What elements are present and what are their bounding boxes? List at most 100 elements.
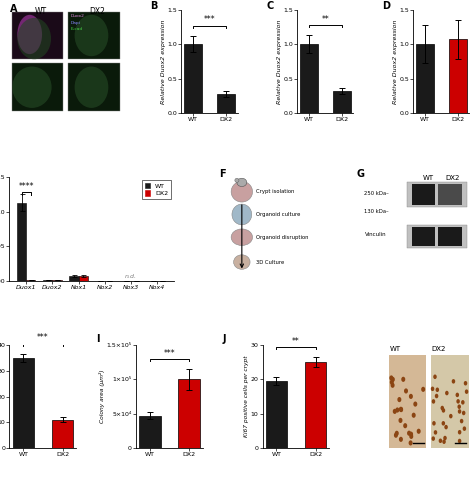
Circle shape	[404, 388, 408, 393]
Circle shape	[458, 409, 461, 414]
Bar	[416, 44, 434, 113]
Text: Crypt isolation: Crypt isolation	[256, 189, 294, 194]
Bar	[184, 44, 202, 113]
Ellipse shape	[18, 18, 51, 59]
Bar	[68, 12, 119, 59]
Text: **: **	[321, 15, 329, 24]
Bar	[12, 64, 64, 111]
Circle shape	[433, 375, 437, 379]
Bar	[389, 355, 426, 448]
Circle shape	[394, 433, 398, 438]
Ellipse shape	[234, 255, 250, 269]
Text: E-cad: E-cad	[70, 27, 82, 31]
Text: DX2: DX2	[89, 7, 105, 15]
Text: C: C	[266, 1, 273, 12]
Circle shape	[431, 387, 434, 391]
Text: Vinculin: Vinculin	[365, 232, 386, 237]
Circle shape	[443, 436, 447, 441]
Bar	[411, 227, 435, 245]
Y-axis label: Relative Duox2 expression: Relative Duox2 expression	[393, 19, 398, 104]
Bar	[407, 225, 467, 248]
Text: J: J	[222, 335, 226, 345]
Bar	[139, 416, 161, 448]
Circle shape	[403, 423, 407, 428]
Bar	[431, 355, 469, 448]
Bar	[411, 185, 435, 205]
Circle shape	[421, 387, 425, 392]
Bar	[305, 362, 326, 448]
Text: ***: ***	[164, 348, 175, 358]
Circle shape	[399, 437, 403, 442]
Circle shape	[399, 418, 402, 423]
Bar	[407, 182, 467, 207]
Bar	[438, 185, 462, 205]
Circle shape	[401, 377, 405, 382]
Text: G: G	[357, 169, 365, 179]
Circle shape	[465, 389, 468, 394]
Circle shape	[432, 399, 435, 404]
Text: n.d.: n.d.	[125, 274, 137, 279]
Legend: WT, DX2: WT, DX2	[142, 180, 171, 199]
Text: I: I	[96, 335, 100, 345]
Circle shape	[409, 434, 413, 439]
Circle shape	[390, 380, 394, 385]
Ellipse shape	[74, 67, 109, 108]
Ellipse shape	[12, 67, 52, 108]
Circle shape	[436, 388, 439, 392]
Ellipse shape	[18, 15, 42, 54]
Bar	[448, 40, 467, 113]
Circle shape	[456, 393, 459, 397]
Circle shape	[461, 400, 465, 404]
Circle shape	[449, 414, 453, 418]
Circle shape	[442, 408, 445, 413]
Circle shape	[397, 397, 401, 402]
Text: Duox2: Duox2	[70, 14, 84, 18]
Bar	[217, 94, 235, 113]
Y-axis label: Relative Duox2 expression: Relative Duox2 expression	[161, 19, 166, 104]
Y-axis label: Ki67 positive cells per crypt: Ki67 positive cells per crypt	[244, 356, 249, 437]
Text: **: **	[292, 336, 300, 346]
Circle shape	[399, 407, 403, 412]
Bar	[52, 420, 73, 448]
Circle shape	[395, 431, 399, 436]
Circle shape	[409, 431, 413, 437]
Ellipse shape	[237, 178, 247, 187]
Text: ****: ****	[18, 182, 34, 191]
Circle shape	[409, 394, 413, 399]
Text: ***: ***	[204, 15, 215, 25]
Text: F: F	[219, 169, 226, 179]
Bar	[265, 381, 287, 448]
Bar	[68, 64, 119, 111]
Circle shape	[440, 406, 444, 410]
Circle shape	[391, 383, 394, 388]
Ellipse shape	[231, 181, 253, 202]
Circle shape	[412, 413, 416, 418]
Circle shape	[462, 411, 465, 415]
Circle shape	[444, 425, 448, 429]
Circle shape	[438, 439, 442, 443]
Circle shape	[463, 427, 466, 431]
Text: D: D	[382, 1, 390, 12]
Circle shape	[407, 430, 411, 436]
Circle shape	[452, 379, 455, 384]
Text: Organoid disruption: Organoid disruption	[256, 235, 308, 240]
Text: ***: ***	[37, 334, 49, 343]
Bar	[12, 12, 64, 59]
Circle shape	[442, 421, 445, 426]
Bar	[17, 203, 26, 281]
Text: 130 kDa–: 130 kDa–	[365, 209, 389, 214]
Circle shape	[395, 407, 400, 413]
Circle shape	[457, 404, 461, 409]
Text: 250 kDa–: 250 kDa–	[365, 191, 389, 196]
Bar	[178, 379, 200, 448]
Bar	[69, 276, 79, 281]
Circle shape	[409, 441, 412, 445]
Ellipse shape	[235, 178, 239, 182]
Circle shape	[389, 375, 393, 381]
Bar	[438, 227, 462, 245]
Circle shape	[458, 430, 461, 434]
Circle shape	[432, 421, 436, 426]
Text: Organoid culture: Organoid culture	[256, 212, 300, 217]
Bar	[12, 358, 34, 448]
Circle shape	[442, 440, 446, 444]
